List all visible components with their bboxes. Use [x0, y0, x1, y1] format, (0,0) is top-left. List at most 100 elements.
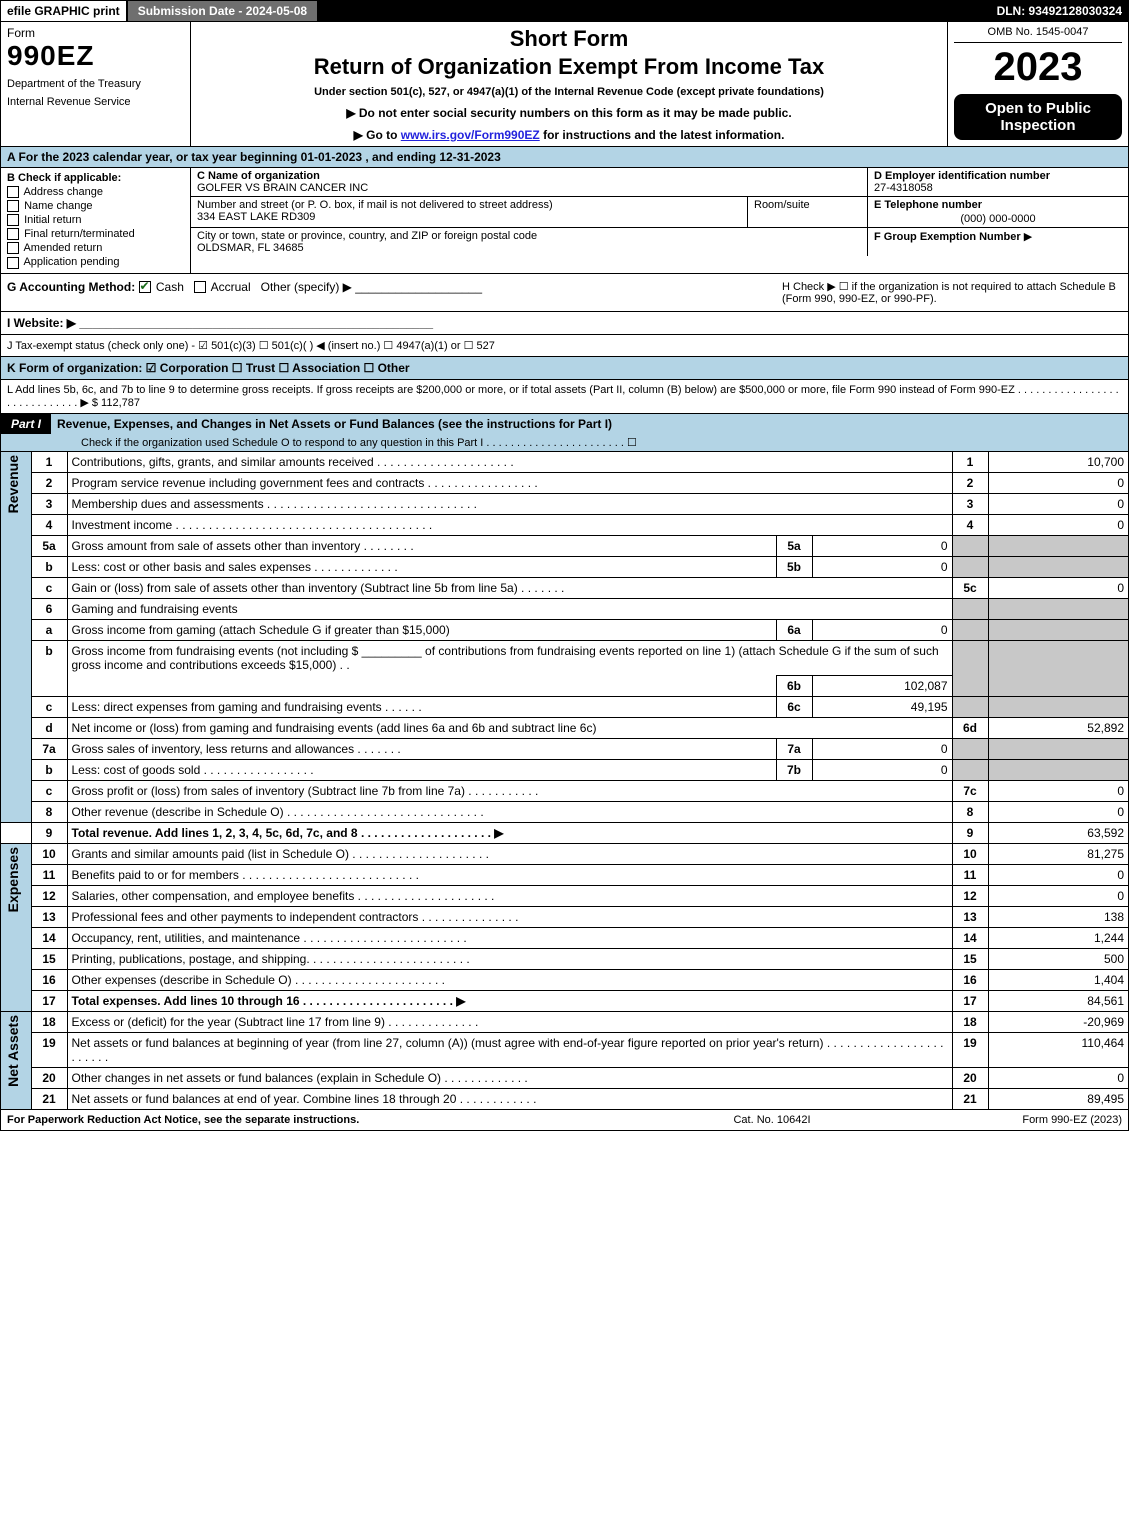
l-text: L Add lines 5b, 6c, and 7b to line 9 to … [7, 384, 1119, 409]
row-k-org-form: K Form of organization: ☑ Corporation ☐ … [1, 356, 1128, 379]
line-1: Revenue 1 Contributions, gifts, grants, … [1, 451, 1128, 472]
side-netassets: Net Assets [1, 1011, 31, 1109]
col-c-d-e-f: C Name of organization GOLFER VS BRAIN C… [191, 168, 1128, 273]
line-4: 4 Investment income . . . . . . . . . . … [1, 514, 1128, 535]
line-6c: c Less: direct expenses from gaming and … [1, 696, 1128, 717]
irs-link[interactable]: www.irs.gov/Form990EZ [401, 128, 540, 142]
side-revenue: Revenue [1, 451, 31, 822]
row-j-tax-status: J Tax-exempt status (check only one) - ☑… [1, 334, 1128, 356]
header-left: Form 990EZ Department of the Treasury In… [1, 22, 191, 146]
dept-irs: Internal Revenue Service [7, 96, 184, 108]
line-20: 20 Other changes in net assets or fund b… [1, 1067, 1128, 1088]
line-19: 19 Net assets or fund balances at beginn… [1, 1032, 1128, 1067]
room-suite-label: Room/suite [754, 199, 810, 211]
line-12: 12 Salaries, other compensation, and emp… [1, 885, 1128, 906]
street-address: 334 EAST LAKE RD309 [197, 211, 315, 223]
chk-initial-return[interactable]: Initial return [7, 214, 184, 226]
part1-tag: Part I [1, 414, 51, 434]
f-label: F Group Exemption Number [874, 231, 1021, 243]
c-name-box: C Name of organization GOLFER VS BRAIN C… [191, 168, 868, 196]
side-expenses: Expenses [1, 843, 31, 1011]
c-city-box: City or town, state or province, country… [191, 228, 868, 256]
line-10: Expenses 10 Grants and similar amounts p… [1, 843, 1128, 864]
line-a: A For the 2023 calendar year, or tax yea… [1, 146, 1128, 167]
line-14: 14 Occupancy, rent, utilities, and maint… [1, 927, 1128, 948]
chk-accrual[interactable] [194, 281, 206, 293]
g-label: G Accounting Method: [7, 280, 135, 294]
form-label: Form [7, 26, 184, 40]
part1-sub: Check if the organization used Schedule … [1, 434, 1128, 451]
form-number: 990EZ [7, 40, 184, 72]
ssn-warning: ▶ Do not enter social security numbers o… [199, 106, 939, 120]
city-state-zip: OLDSMAR, FL 34685 [197, 242, 304, 254]
line-8: 8 Other revenue (describe in Schedule O)… [1, 801, 1128, 822]
paperwork-notice: For Paperwork Reduction Act Notice, see … [7, 1114, 622, 1126]
line-7b: b Less: cost of goods sold . . . . . . .… [1, 759, 1128, 780]
dept-treasury: Department of the Treasury [7, 78, 184, 90]
row-g-h: G Accounting Method: Cash Accrual Other … [1, 273, 1128, 311]
form-990ez: efile GRAPHIC print Submission Date - 20… [0, 0, 1129, 1131]
dln: DLN: 93492128030324 [991, 1, 1128, 21]
g-accounting: G Accounting Method: Cash Accrual Other … [7, 280, 782, 305]
col-b: B Check if applicable: Address change Na… [1, 168, 191, 273]
row-i-website: I Website: ▶ ___________________________… [1, 311, 1128, 334]
form-header: Form 990EZ Department of the Treasury In… [1, 21, 1128, 146]
d-ein-label: D Employer identification number [874, 170, 1050, 182]
chk-address-change[interactable]: Address change [7, 186, 184, 198]
row-b-c-d-e-f: B Check if applicable: Address change Na… [1, 167, 1128, 273]
line-11: 11 Benefits paid to or for members . . .… [1, 864, 1128, 885]
c-addr-box: Number and street (or P. O. box, if mail… [191, 197, 748, 227]
tax-year: 2023 [954, 45, 1122, 90]
d-ein-box: D Employer identification number 27-4318… [868, 168, 1128, 196]
cat-no: Cat. No. 10642I [622, 1114, 922, 1126]
chk-amended[interactable]: Amended return [7, 242, 184, 254]
c-city-label: City or town, state or province, country… [197, 230, 537, 242]
omb-number: OMB No. 1545-0047 [954, 26, 1122, 43]
line-13: 13 Professional fees and other payments … [1, 906, 1128, 927]
open-public-badge: Open to Public Inspection [954, 94, 1122, 140]
form-ref: Form 990-EZ (2023) [922, 1114, 1122, 1126]
chk-name-change[interactable]: Name change [7, 200, 184, 212]
f-group-box: F Group Exemption Number ▶ [868, 228, 1128, 256]
efile-print[interactable]: efile GRAPHIC print [1, 1, 128, 21]
short-form-title: Short Form [199, 26, 939, 52]
line-18: Net Assets 18 Excess or (deficit) for th… [1, 1011, 1128, 1032]
line-6b: b Gross income from fundraising events (… [1, 640, 1128, 675]
room-suite-box: Room/suite [748, 197, 868, 227]
ein-value: 27-4318058 [874, 182, 933, 194]
chk-app-pending[interactable]: Application pending [7, 256, 184, 268]
goto-post: for instructions and the latest informat… [540, 128, 785, 142]
b-label: B Check if applicable: [7, 172, 121, 184]
chk-final-return[interactable]: Final return/terminated [7, 228, 184, 240]
line-6: 6 Gaming and fundraising events [1, 598, 1128, 619]
header-center: Short Form Return of Organization Exempt… [191, 22, 948, 146]
line-5b: b Less: cost or other basis and sales ex… [1, 556, 1128, 577]
org-name: GOLFER VS BRAIN CANCER INC [197, 182, 368, 194]
line-2: 2 Program service revenue including gove… [1, 472, 1128, 493]
row-l-gross-receipts: L Add lines 5b, 6c, and 7b to line 9 to … [1, 379, 1128, 413]
g-other: Other (specify) ▶ [261, 280, 352, 294]
part1-table: Revenue 1 Contributions, gifts, grants, … [1, 451, 1128, 1109]
line-5a: 5a Gross amount from sale of assets othe… [1, 535, 1128, 556]
footer: For Paperwork Reduction Act Notice, see … [1, 1109, 1128, 1130]
h-schedule-b: H Check ▶ ☐ if the organization is not r… [782, 280, 1122, 305]
header-right: OMB No. 1545-0047 2023 Open to Public In… [948, 22, 1128, 146]
line-9: 9 Total revenue. Add lines 1, 2, 3, 4, 5… [1, 822, 1128, 843]
line-6a: a Gross income from gaming (attach Sched… [1, 619, 1128, 640]
c-name-label: C Name of organization [197, 170, 320, 182]
part1-header: Part I Revenue, Expenses, and Changes in… [1, 413, 1128, 434]
chk-cash[interactable] [139, 281, 151, 293]
e-tel-label: E Telephone number [874, 199, 982, 211]
telephone: (000) 000-0000 [874, 213, 1122, 225]
line-7c: c Gross profit or (loss) from sales of i… [1, 780, 1128, 801]
part1-title: Revenue, Expenses, and Changes in Net As… [51, 414, 1128, 434]
top-bar: efile GRAPHIC print Submission Date - 20… [1, 1, 1128, 21]
line-3: 3 Membership dues and assessments . . . … [1, 493, 1128, 514]
line-7a: 7a Gross sales of inventory, less return… [1, 738, 1128, 759]
line-17: 17 Total expenses. Add lines 10 through … [1, 990, 1128, 1011]
line-6d: d Net income or (loss) from gaming and f… [1, 717, 1128, 738]
f-arrow: ▶ [1024, 231, 1032, 243]
return-title: Return of Organization Exempt From Incom… [199, 54, 939, 80]
e-tel-box: E Telephone number (000) 000-0000 [868, 197, 1128, 227]
goto-pre: ▶ Go to [354, 128, 401, 142]
